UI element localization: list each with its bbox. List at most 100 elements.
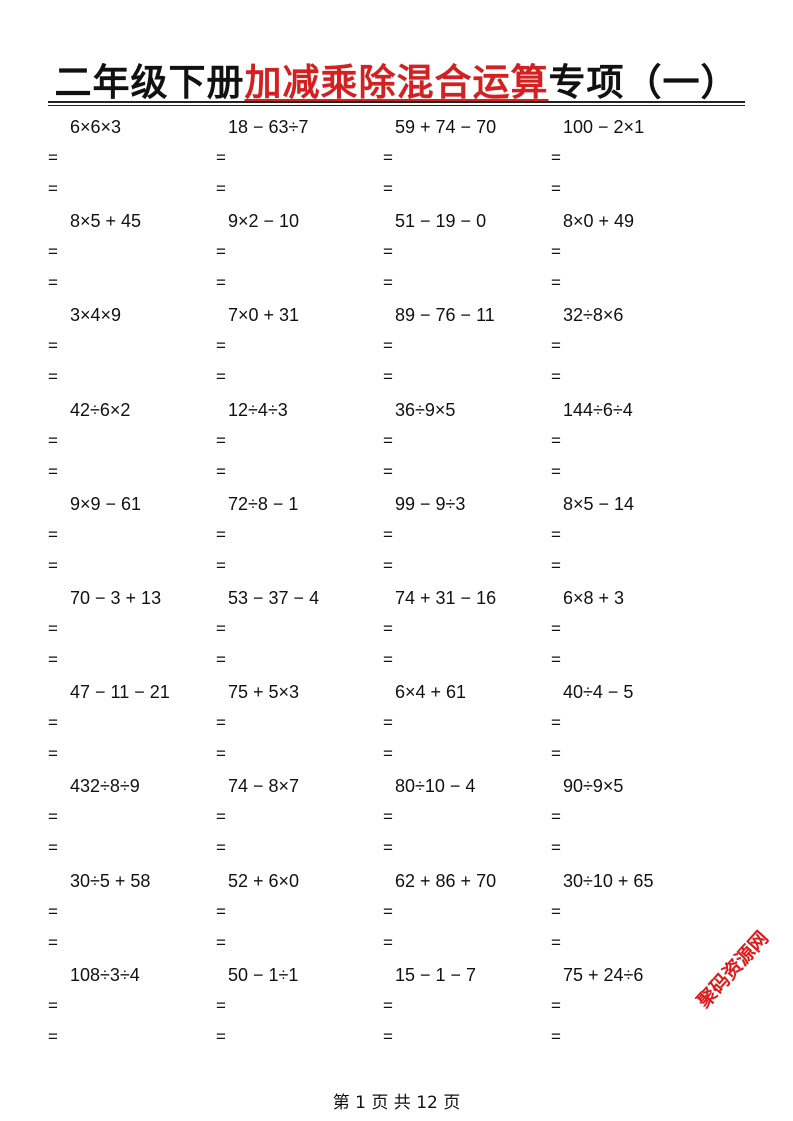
answer-line[interactable]: =	[551, 148, 561, 167]
answer-line[interactable]: =	[216, 995, 226, 1015]
answer-line[interactable]: =	[551, 367, 561, 387]
answer-line[interactable]: =	[383, 242, 393, 262]
answer-line[interactable]: =	[216, 555, 226, 575]
answer-line[interactable]: =	[216, 744, 226, 764]
answer-line[interactable]: =	[551, 273, 561, 293]
answer-line[interactable]: =	[383, 336, 393, 356]
answer-line[interactable]: =	[48, 995, 58, 1015]
answer-line[interactable]: =	[383, 807, 393, 827]
answer-line[interactable]: =	[216, 461, 226, 481]
answer-line[interactable]: =	[551, 744, 561, 764]
answer-line[interactable]: =	[551, 619, 561, 638]
answer-line[interactable]: =	[48, 901, 58, 921]
answer-line[interactable]: =	[216, 336, 226, 356]
answer-line[interactable]: =	[551, 179, 561, 198]
answer-line[interactable]: =	[48, 713, 58, 733]
answer-line[interactable]: =	[383, 524, 393, 544]
answer-line[interactable]: =	[383, 713, 393, 733]
problem-expression: 32÷8×6	[563, 305, 624, 326]
answer-line[interactable]: =	[383, 901, 393, 921]
answer-line[interactable]: =	[216, 838, 226, 858]
answer-line[interactable]: =	[48, 430, 58, 450]
problem-expression: 75 + 24÷6	[563, 964, 644, 985]
problem-expression: 144÷6÷4	[563, 399, 633, 420]
problem-expression: 89 − 76 − 11	[395, 305, 495, 326]
answer-line[interactable]: =	[216, 367, 226, 387]
answer-line[interactable]: =	[216, 619, 226, 638]
answer-line[interactable]: =	[216, 148, 226, 167]
page-title: 二年级下册加减乘除混合运算专项（一）	[0, 52, 793, 106]
answer-line[interactable]: =	[216, 1026, 226, 1046]
answer-line[interactable]: =	[383, 430, 393, 450]
answer-line[interactable]: =	[551, 838, 561, 858]
answer-line[interactable]: =	[48, 1026, 58, 1046]
answer-line[interactable]: =	[383, 273, 393, 293]
watermark: 聚码资源网	[692, 927, 773, 1013]
problem-expression: 15 − 1 − 7	[395, 964, 477, 985]
answer-line[interactable]: =	[216, 807, 226, 827]
answer-line[interactable]: =	[383, 555, 393, 575]
problem-expression: 7×0 + 31	[228, 305, 300, 326]
answer-line[interactable]: =	[383, 838, 393, 858]
answer-line[interactable]: =	[551, 901, 561, 921]
title-part-3: 专项（一）	[548, 61, 739, 104]
problem-expression: 3×4×9	[70, 305, 122, 326]
answer-line[interactable]: =	[216, 273, 226, 293]
answer-line[interactable]: =	[383, 650, 393, 669]
answer-line[interactable]: =	[48, 148, 58, 167]
answer-line[interactable]: =	[551, 713, 561, 733]
answer-line[interactable]: =	[48, 242, 58, 262]
answer-line[interactable]: =	[383, 744, 393, 764]
answer-line[interactable]: =	[383, 179, 393, 198]
answer-line[interactable]: =	[551, 461, 561, 481]
answer-line[interactable]: =	[383, 619, 393, 638]
problem-expression: 90÷9×5	[563, 776, 624, 797]
answer-line[interactable]: =	[383, 148, 393, 167]
answer-line[interactable]: =	[48, 179, 58, 198]
answer-line[interactable]: =	[48, 932, 58, 952]
answer-line[interactable]: =	[48, 461, 58, 481]
answer-line[interactable]: =	[48, 524, 58, 544]
answer-line[interactable]: =	[48, 807, 58, 827]
problem-expression: 52 + 6×0	[228, 870, 300, 891]
answer-line[interactable]: =	[216, 242, 226, 262]
answer-line[interactable]: =	[551, 995, 561, 1015]
answer-line[interactable]: =	[551, 336, 561, 356]
answer-line[interactable]: =	[216, 430, 226, 450]
answer-line[interactable]: =	[551, 807, 561, 827]
answer-line[interactable]: =	[216, 901, 226, 921]
answer-line[interactable]: =	[551, 524, 561, 544]
problem-expression: 432÷8÷9	[70, 776, 140, 797]
answer-line[interactable]: =	[383, 995, 393, 1015]
answer-line[interactable]: =	[383, 367, 393, 387]
answer-line[interactable]: =	[48, 744, 58, 764]
answer-line[interactable]: =	[48, 273, 58, 293]
problem-expression: 40÷4 − 5	[563, 682, 634, 703]
answer-line[interactable]: =	[216, 179, 226, 198]
answer-line[interactable]: =	[48, 838, 58, 858]
problem-expression: 6×8 + 3	[563, 588, 625, 608]
problem-expression: 74 + 31 − 16	[395, 588, 497, 608]
answer-line[interactable]: =	[551, 1026, 561, 1046]
answer-line[interactable]: =	[216, 524, 226, 544]
answer-line[interactable]: =	[216, 713, 226, 733]
answer-line[interactable]: =	[551, 555, 561, 575]
answer-line[interactable]: =	[48, 555, 58, 575]
answer-line[interactable]: =	[383, 1026, 393, 1046]
answer-line[interactable]: =	[551, 932, 561, 952]
answer-line[interactable]: =	[551, 242, 561, 262]
answer-line[interactable]: =	[551, 430, 561, 450]
problem-expression: 9×2 − 10	[228, 211, 300, 232]
answer-line[interactable]: =	[216, 932, 226, 952]
answer-line[interactable]: =	[383, 932, 393, 952]
answer-line[interactable]: =	[551, 650, 561, 669]
answer-line[interactable]: =	[48, 336, 58, 356]
answer-line[interactable]: =	[48, 367, 58, 387]
answer-line[interactable]: =	[383, 461, 393, 481]
title-divider-bottom	[48, 105, 745, 106]
answer-line[interactable]: =	[48, 650, 58, 669]
answer-line[interactable]: =	[216, 650, 226, 669]
answer-line[interactable]: =	[48, 619, 58, 638]
problem-expression: 18 − 63÷7	[228, 117, 309, 137]
page-footer: 第 1 页 共 12 页	[332, 1093, 461, 1113]
